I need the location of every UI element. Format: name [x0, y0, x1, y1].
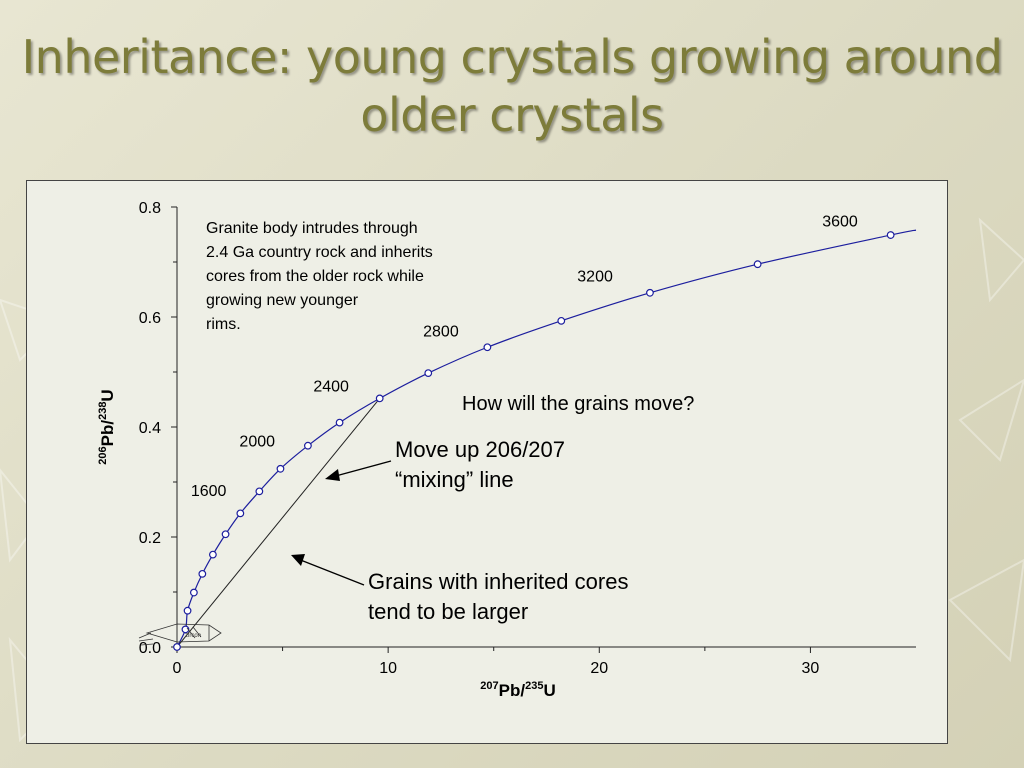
granite-note-line-1: Granite body intrudes through [206, 220, 418, 237]
y-axis-label-sup2: 238 [97, 402, 109, 420]
svg-text:zircon: zircon [185, 633, 201, 639]
age-label: 3200 [577, 268, 613, 285]
concordia-point [221, 530, 230, 539]
y-axis-label-sup1: 206 [97, 446, 109, 464]
grains-note: Grains with inherited cores tend to be l… [368, 569, 635, 624]
slide-title-text: Inheritance: young crystals growing arou… [21, 30, 1003, 142]
granite-note-line-3: cores from the older rock while [206, 268, 424, 285]
concordia-point [198, 569, 207, 578]
concordia-points [173, 231, 895, 651]
concordia-point [181, 625, 190, 634]
mixing-note: Move up 206/207 “mixing” line [395, 437, 571, 492]
concordia-point [183, 606, 192, 615]
concordia-point [208, 550, 217, 559]
age-label: 2000 [239, 433, 275, 450]
x-axis-label-main2: U [543, 681, 555, 700]
axis-tick-labels: 0 10 20 30 0.0 0.2 0.4 0.6 0.8 [139, 200, 820, 677]
x-tick-label: 30 [802, 660, 820, 677]
concordia-point [255, 487, 264, 496]
y-axis-label: 206Pb/238U [97, 389, 117, 464]
y-tick-label: 0.4 [139, 420, 161, 437]
crystal-sketch-icon: zircon [138, 623, 222, 646]
concordia-point [753, 260, 762, 269]
concordia-point [424, 369, 433, 378]
slide-title: Inheritance: young crystals growing arou… [0, 28, 1024, 144]
granite-note: Granite body intrudes through 2.4 Ga cou… [206, 220, 437, 333]
concordia-point [276, 464, 285, 473]
concordia-point [189, 588, 198, 597]
mixing-note-line-2: “mixing” line [395, 467, 514, 492]
x-tick-label: 20 [590, 660, 608, 677]
concordia-point [557, 316, 566, 325]
concordia-point [483, 343, 492, 352]
concordia-point [646, 288, 654, 297]
concordia-point [304, 441, 312, 450]
granite-note-line-4: growing new younger [206, 292, 359, 309]
x-tick-label: 0 [173, 660, 182, 677]
age-label: 2400 [313, 378, 349, 395]
x-axis-label-sup2: 235 [525, 680, 543, 692]
chart-frame: 0 10 20 30 0.0 0.2 0.4 0.6 0.8 1600 2000 2400 2800 3… [26, 180, 948, 744]
y-axis-label-main2: U [98, 389, 117, 401]
question-annotation: How will the grains move? [462, 393, 694, 415]
concordia-point [886, 231, 895, 239]
x-tick-label: 10 [379, 660, 397, 677]
age-label: 3600 [822, 213, 858, 230]
concordia-point [375, 394, 384, 403]
x-axis-label-sup1: 207 [480, 680, 498, 692]
y-tick-label: 0.8 [139, 200, 161, 217]
grains-note-line-1: Grains with inherited cores [368, 569, 628, 594]
granite-note-line-2: 2.4 Ga country rock and inherits [206, 244, 433, 261]
granite-note-line-5: rims. [206, 316, 241, 333]
mixing-line [176, 398, 381, 648]
age-label: 1600 [191, 483, 227, 500]
mixing-note-line-1: Move up 206/207 [395, 437, 565, 462]
y-tick-label: 0.2 [139, 530, 161, 547]
x-axis-label-main1: Pb/ [499, 681, 526, 700]
y-axis-label-main1: Pb/ [98, 420, 117, 447]
concordia-point [236, 509, 245, 518]
age-label: 2800 [423, 323, 459, 340]
y-tick-label: 0.6 [139, 310, 161, 327]
axis-ticks [171, 206, 811, 653]
mixing-note-arrow [325, 460, 392, 481]
grains-note-arrow [291, 554, 365, 586]
concordia-point [173, 643, 181, 651]
x-axis-label: 207Pb/235U [480, 680, 555, 700]
grains-note-line-2: tend to be larger [368, 599, 528, 624]
y-tick-label: 0.0 [139, 640, 161, 657]
concordia-chart: 0 10 20 30 0.0 0.2 0.4 0.6 0.8 1600 2000 2400 2800 3… [97, 200, 917, 700]
age-labels: 1600 2000 2400 2800 3200 3600 [191, 213, 858, 500]
concordia-point [335, 418, 344, 427]
